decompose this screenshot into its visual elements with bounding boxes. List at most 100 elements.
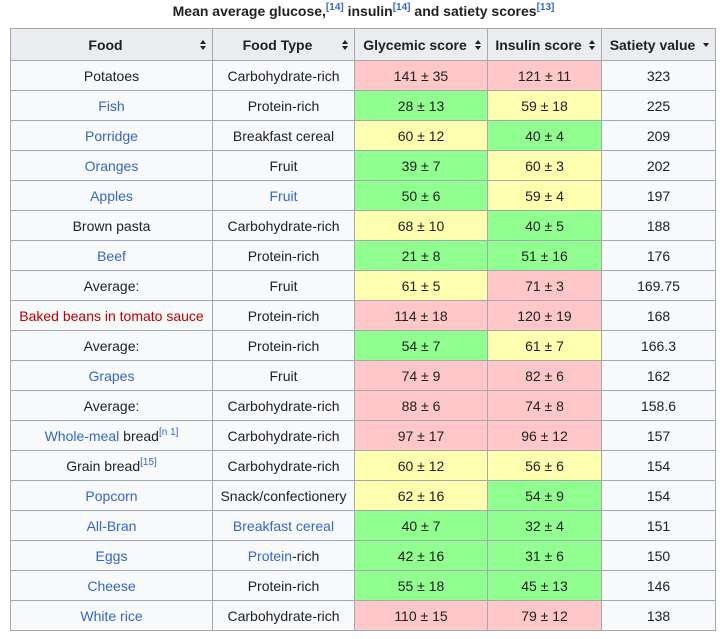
text: Snack/confectionery [220,487,347,504]
column-header[interactable]: Food [10,28,213,61]
column-header[interactable]: Glycemic score [354,28,488,61]
food-type-cell: Fruit [212,360,355,391]
food-cell: Baked beans in tomato sauce [10,300,213,331]
food-type-cell: Snack/confectionery [212,480,355,511]
link[interactable]: Eggs [95,547,128,564]
column-header[interactable]: Food Type [212,28,355,61]
link[interactable]: Fruit [269,187,298,204]
satiety-cell: 166.3 [601,330,716,361]
satiety-cell: 150 [601,540,716,571]
text: insulin [343,3,393,19]
column-header[interactable]: Satiety value [601,28,716,61]
food-cell: Average: [10,390,213,421]
food-type-cell: Breakfast cereal [212,120,355,151]
insulin-cell: 71 ± 3 [487,270,602,301]
table-row: Fish Protein-rich 28 ± 13 59 ± 18 225 [10,90,716,121]
table-row: Average: Carbohydrate-rich 88 ± 6 74 ± 8 158… [10,390,716,421]
satiety-cell: 168 [601,300,716,331]
glycemic-cell: 21 ± 8 [354,240,488,271]
insulin-cell: 54 ± 9 [487,480,602,511]
link[interactable]: Oranges [84,157,139,174]
insulin-cell: 79 ± 12 [487,600,602,631]
food-cell: Whole-meal bread[n 1] [10,420,213,451]
link[interactable]: [n 1] [158,426,179,438]
sort-icon[interactable] [588,40,596,50]
link[interactable]: Breakfast cereal [232,517,335,534]
food-cell: Apples [10,180,213,211]
glycemic-cell: 40 ± 7 [354,510,488,541]
link[interactable]: [15] [140,456,157,468]
glycemic-cell: 114 ± 18 [354,300,488,331]
food-cell: Average: [10,270,213,301]
link[interactable]: White rice [80,607,143,624]
link[interactable]: Popcorn [85,487,138,504]
food-type-cell: Fruit [212,270,355,301]
food-type-cell: Protein-rich [212,540,355,571]
satiety-cell: 225 [601,90,716,121]
satiety-cell: 162 [601,360,716,391]
header-label: Satiety value [609,36,696,53]
table-row: Average: Fruit 61 ± 5 71 ± 3 169.75 [10,270,716,301]
insulin-cell: 31 ± 6 [487,540,602,571]
food-type-cell: Carbohydrate-rich [212,450,355,481]
glycemic-cell: 39 ± 7 [354,150,488,181]
header-label: Insulin score [495,36,582,53]
text: Fruit [269,157,298,174]
food-cell: Beef [10,240,213,271]
glycemic-cell: 74 ± 9 [354,360,488,391]
glycemic-cell: 55 ± 18 [354,570,488,601]
satiety-cell: 158.6 [601,390,716,421]
text: Protein-rich [247,577,320,594]
table-row: Beef Protein-rich 21 ± 8 51 ± 16 176 [10,240,716,271]
insulin-cell: 74 ± 8 [487,390,602,421]
text: Carbohydrate-rich [227,427,340,444]
link[interactable]: Grapes [88,367,135,384]
link[interactable]: Beef [97,247,126,264]
link[interactable]: Apples [90,187,133,204]
link[interactable]: Protein [247,547,293,564]
table-row: Oranges Fruit 39 ± 7 60 ± 3 202 [10,150,716,181]
data-table: Food Food Type Glycemic score Insulin score… [10,28,716,631]
satiety-cell: 154 [601,450,716,481]
link[interactable]: Fish [98,97,125,114]
link[interactable]: Porridge [85,127,138,144]
text: Fruit [269,367,298,384]
food-cell: Eggs [10,540,213,571]
food-cell: Cheese [10,570,213,601]
header-label: Food [88,36,123,53]
link[interactable]: Whole-meal [44,427,120,444]
glycemic-cell: 97 ± 17 [354,420,488,451]
link[interactable]: [14] [392,2,411,13]
table-row: Grain bread[15] Carbohydrate-rich 60 ± 12 5… [10,450,716,481]
satiety-cell: 188 [601,210,716,241]
food-cell: Oranges [10,150,213,181]
column-header[interactable]: Insulin score [487,28,602,61]
insulin-cell: 59 ± 4 [487,180,602,211]
text: Average: [83,397,140,414]
sort-icon[interactable] [341,40,349,50]
table-body: Potatoes Carbohydrate-rich 141 ± 35 121 ± 1… [10,60,716,631]
text: Mean average glucose, [172,3,326,19]
glycemic-cell: 88 ± 6 [354,390,488,421]
insulin-cell: 61 ± 7 [487,330,602,361]
sort-icon[interactable] [199,40,207,50]
food-type-cell: Breakfast cereal [212,510,355,541]
satiety-cell: 138 [601,600,716,631]
table-row: Brown pasta Carbohydrate-rich 68 ± 10 40 ± … [10,210,716,241]
link[interactable]: [14] [325,2,344,13]
satiety-cell: 146 [601,570,716,601]
satiety-cell: 154 [601,480,716,511]
link[interactable]: Baked beans in tomato sauce [19,307,204,324]
link[interactable]: Cheese [87,577,136,594]
link[interactable]: [13] [536,2,555,13]
sort-icon[interactable] [474,40,482,50]
text: Carbohydrate-rich [227,217,340,234]
table-row: Apples Fruit 50 ± 6 59 ± 4 197 [10,180,716,211]
food-type-cell: Carbohydrate-rich [212,210,355,241]
insulin-cell: 32 ± 4 [487,510,602,541]
sort-icon[interactable] [702,40,710,50]
link[interactable]: All-Bran [86,517,137,534]
food-cell: All-Bran [10,510,213,541]
